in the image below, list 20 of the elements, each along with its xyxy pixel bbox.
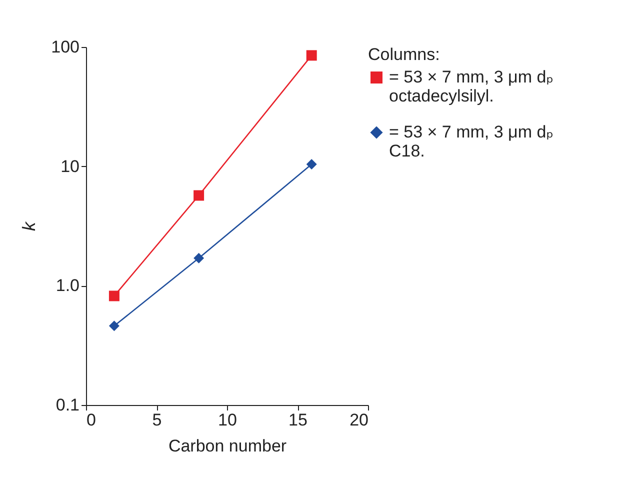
point [306, 159, 317, 170]
point [194, 252, 204, 264]
x-axis-title: Carbon number [168, 436, 287, 456]
point [108, 320, 120, 332]
legend-label: = 53 × 7 mm, 3 μm dₚ octadecylsilyl. [389, 68, 554, 106]
legend-title: Columns: [368, 45, 440, 64]
x-tick-label: 15 [288, 410, 308, 430]
x-tick-label: 10 [218, 410, 237, 430]
y-axis-title: k [19, 221, 40, 231]
y-tick-label: 0.1 [56, 396, 80, 414]
y-tick-label: 10 [60, 156, 80, 176]
y-tick-label: 1.0 [56, 276, 80, 296]
point [306, 50, 317, 61]
legend-label: = 53 × 7 mm, 3 μm dₚ C18. [389, 122, 554, 160]
x-tick-label: 20 [350, 410, 368, 430]
x-tick-label: 5 [152, 410, 162, 430]
point [108, 290, 120, 302]
x-tick-label: 0 [86, 410, 96, 430]
point [194, 190, 204, 201]
y-tick-label: 100 [51, 38, 80, 56]
